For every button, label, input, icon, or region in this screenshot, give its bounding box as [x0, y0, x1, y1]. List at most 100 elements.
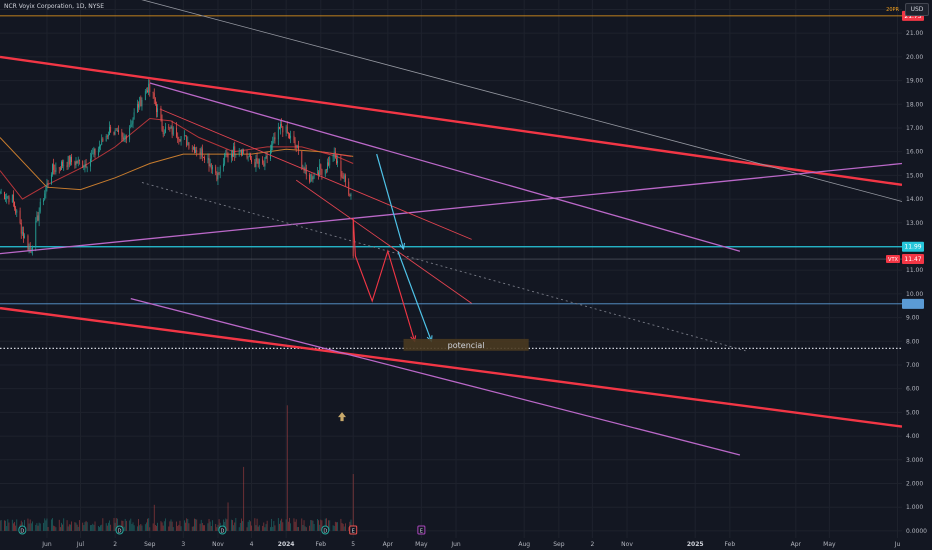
projection-path	[352, 217, 416, 342]
candle-body	[177, 136, 179, 140]
candle-body	[296, 145, 298, 148]
candle-body	[344, 175, 346, 182]
level-tag: 20PR	[886, 7, 899, 13]
volume-bar	[109, 520, 110, 531]
volume-bar	[235, 517, 237, 531]
volume-bar	[334, 521, 336, 531]
candle-body	[13, 194, 14, 202]
volume-bar	[273, 521, 275, 531]
volume-bar	[303, 520, 305, 531]
candle-body	[341, 176, 343, 178]
candle-body	[242, 149, 243, 156]
volume-bar	[15, 525, 17, 531]
volume-bar	[242, 521, 243, 531]
volume-bar	[199, 523, 201, 531]
candle-body	[70, 156, 71, 165]
candle-body	[118, 130, 119, 132]
candle-body	[191, 148, 193, 150]
volume-bar	[262, 525, 264, 531]
symbol-title[interactable]: NCR Voyix Corporation, 1D, NYSE	[4, 3, 105, 10]
candle-body	[130, 124, 132, 128]
volume-bar	[321, 520, 323, 531]
candle-body	[110, 126, 112, 133]
candle-body	[289, 133, 290, 139]
volume-bar	[311, 520, 313, 531]
volume-bar	[122, 520, 124, 531]
volume-bar	[147, 518, 148, 531]
price-tick-label: 6.00	[906, 386, 920, 393]
volume-bar	[5, 520, 6, 531]
volume-bar	[264, 527, 266, 531]
candle-body	[37, 215, 39, 221]
price-badge-label: 21.73	[904, 13, 921, 20]
candle-body	[132, 118, 134, 124]
price-axis[interactable]: 0.0000 1.000 2.000 3.000 4.00 5.00 6.00 7.00 8.0…	[886, 0, 932, 550]
volume-bar	[83, 525, 85, 531]
candle-body	[39, 201, 41, 212]
time-tick-label: Apr	[383, 541, 394, 548]
price-tick-label: 14.00	[906, 196, 923, 203]
candle-body	[97, 148, 99, 155]
candle-body	[52, 164, 53, 175]
volume-bar	[84, 522, 86, 531]
volume-bar	[161, 522, 163, 531]
volume-bar	[258, 525, 260, 531]
volume-bar	[170, 519, 172, 531]
candle-body	[201, 148, 203, 157]
volume-bar	[203, 525, 204, 531]
candle-body	[85, 164, 87, 168]
candle-body	[121, 131, 123, 137]
candle-body	[199, 152, 201, 154]
candle-body	[188, 142, 190, 149]
candle-body	[178, 139, 180, 140]
currency-button[interactable]: USD	[905, 3, 929, 16]
volume-bar	[121, 520, 123, 531]
time-tick-label: Ju	[894, 541, 901, 548]
volume-bar	[210, 526, 212, 531]
time-tick-label: Aug	[518, 541, 530, 548]
volume-bar	[329, 520, 331, 531]
time-tick-label: 4	[250, 541, 254, 548]
candle-body	[94, 148, 96, 155]
volume-bar	[180, 526, 182, 531]
volume-bar	[226, 519, 228, 531]
volume-bar	[301, 518, 303, 531]
candle-body	[38, 211, 40, 221]
volume-bar	[227, 502, 229, 531]
candle-body	[226, 153, 228, 155]
volume-bar	[29, 519, 31, 531]
volume-bar	[82, 522, 84, 531]
volume-bar	[266, 520, 268, 531]
candle-body	[58, 167, 60, 169]
candle-body	[235, 154, 237, 156]
candle-body	[133, 112, 135, 119]
candle-body	[225, 153, 227, 155]
potencial-note[interactable]: potencial	[403, 338, 529, 351]
volume-bar	[86, 522, 88, 531]
candle-body	[16, 210, 18, 213]
volume-bar	[114, 522, 116, 531]
time-tick-label: Jun	[41, 541, 52, 548]
time-axis[interactable]: Jun Jul 2 Sep 3 Nov 4 2024 Feb 5 Apr May Jun Aug Sep 2 N…	[0, 538, 932, 550]
candle-body	[47, 183, 49, 185]
candle-body	[28, 247, 30, 250]
volume-bar	[37, 525, 39, 531]
candle-body	[102, 138, 104, 142]
volume-bar	[272, 526, 274, 531]
volume-bar	[287, 521, 289, 531]
candle-body	[238, 150, 240, 155]
candle-body	[256, 158, 258, 162]
candle-body	[218, 172, 220, 174]
price-tick-label: 0.0000	[906, 528, 927, 535]
event-icon-letter: D	[20, 529, 24, 535]
candle-body	[324, 169, 326, 175]
candle-body	[246, 152, 248, 158]
candle-body	[156, 103, 157, 113]
trendline-grey-long	[141, 0, 903, 202]
volume-bar	[243, 466, 245, 531]
volume-bar	[43, 522, 44, 531]
volume-bar	[282, 522, 284, 531]
earnings-icon	[417, 525, 426, 535]
volume-bar	[116, 518, 118, 531]
